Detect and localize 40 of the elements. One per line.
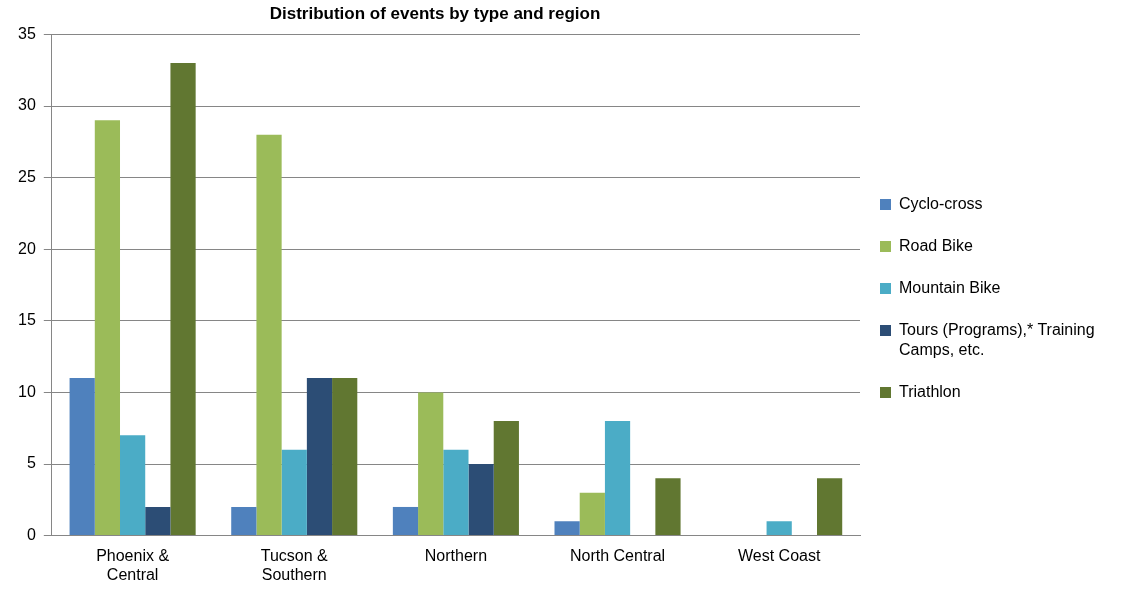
bar	[655, 478, 681, 536]
legend-label: Mountain Bike	[899, 278, 1001, 298]
bar	[231, 506, 257, 536]
y-tick-label: 30	[18, 96, 36, 114]
bar	[468, 464, 494, 536]
bar	[604, 421, 631, 536]
legend-label: Cyclo-cross	[899, 194, 983, 214]
bar	[493, 421, 519, 536]
legend-label: Tours (Programs),* Training Camps, etc.	[899, 320, 1096, 360]
y-tick-label: 10	[18, 382, 36, 400]
y-tick-label: 0	[26, 526, 36, 544]
x-tick-label: Phoenix & Central	[96, 546, 170, 583]
y-tick-label: 5	[26, 454, 36, 472]
y-tick-label: 15	[18, 311, 36, 329]
x-tick-label: Tucson & Southern	[260, 546, 329, 583]
legend-label: Triathlon	[899, 382, 961, 402]
bar	[418, 392, 444, 536]
bar	[443, 449, 469, 536]
chart-title: Distribution of events by type and region	[269, 3, 601, 23]
bar	[145, 506, 171, 536]
bar	[281, 449, 307, 536]
bar	[256, 134, 282, 536]
bar	[306, 378, 333, 536]
bar	[332, 378, 358, 536]
bar	[817, 478, 843, 536]
x-tick-label: North Central	[569, 546, 666, 564]
bar	[554, 521, 580, 536]
y-tick-label: 25	[18, 168, 36, 186]
bar	[392, 506, 419, 536]
y-tick-label: 20	[18, 239, 36, 257]
x-tick-label: West Coast	[737, 546, 821, 564]
bar	[94, 120, 121, 536]
bar	[579, 492, 605, 536]
bar	[170, 63, 196, 536]
x-tick-label: Northern	[424, 546, 488, 564]
bar	[120, 435, 146, 536]
y-tick-label: 35	[18, 24, 36, 42]
legend-label: Road Bike	[899, 236, 973, 256]
bar	[766, 521, 792, 536]
bar	[69, 378, 95, 536]
